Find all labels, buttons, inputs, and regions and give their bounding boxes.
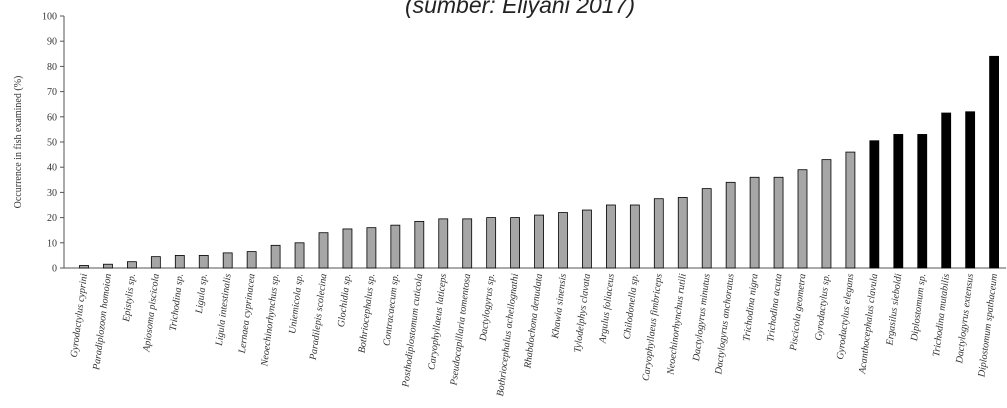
bar (629, 204, 640, 269)
bar (606, 204, 616, 269)
source-caption: (sumber: Eliyani 2017) (404, 0, 636, 18)
bar (246, 251, 257, 269)
x-category-label: Dactylogyrus sp. (478, 273, 497, 343)
bar (414, 220, 425, 269)
bar (845, 151, 856, 269)
bar (127, 261, 137, 269)
x-category-label: Gyrodactylus sp. (813, 273, 832, 341)
y-tick-label: 0 (52, 264, 57, 275)
bar (390, 224, 401, 269)
x-category-label: Dactylogyrus anchoratus (713, 273, 736, 376)
bar (653, 198, 664, 269)
bar (103, 263, 113, 269)
bar (989, 55, 999, 269)
x-category-label: Glochidia sp. (336, 273, 353, 328)
y-tick-label: 100 (42, 12, 57, 23)
y-tick-label: 50 (47, 138, 57, 149)
bar (198, 254, 209, 269)
bar (941, 112, 952, 269)
x-category-label: Neoechinorhynchus sp. (259, 273, 281, 368)
x-category-label: Ergasilus sieboldi (884, 273, 904, 347)
x-category-label: Piscicola geometra (788, 273, 808, 352)
x-category-label: Pseudocapillaria tomentosa (448, 273, 473, 387)
bar (821, 159, 832, 269)
x-category-label: Bothriocephalus sp. (357, 273, 378, 354)
bar (510, 217, 521, 269)
x-category-label: Paradiplozoon homoion (91, 273, 114, 372)
x-category-label: Caryophyllaeus laticeps (426, 273, 449, 371)
x-category-label: Gyrodactylus elegans (835, 273, 856, 360)
bar (725, 181, 736, 269)
bar (701, 188, 712, 269)
bar (150, 256, 161, 269)
x-category-label: Trichodina mutabilis (931, 273, 952, 357)
x-category-label: Uniemicola sp. (287, 273, 305, 334)
x-category-label: Dactylogyrus extensus (954, 273, 976, 365)
bar (366, 227, 377, 269)
x-category-label: Tylodelphys clavata (572, 273, 593, 353)
x-category-label: Diplostomum spathaceum (976, 273, 1000, 379)
bar (893, 134, 904, 269)
bar (797, 169, 808, 269)
x-category-label: Trichodina sp. (168, 273, 186, 332)
x-category-label: Lernaea cyprinacea (237, 273, 258, 355)
bar (917, 134, 928, 269)
bar (558, 212, 568, 269)
x-category-label: Contracaecum sp. (382, 273, 402, 347)
bar (174, 254, 185, 269)
x-category-label: Epistylis sp. (121, 273, 138, 323)
bar (965, 111, 976, 269)
y-tick-label: 10 (47, 238, 57, 249)
x-category-label: Paradilepis scolecina (308, 273, 330, 362)
bar (222, 252, 233, 269)
x-category-label: Acanthocephalus clavula (857, 273, 880, 375)
x-axis-labels: Gyrodactylus cyprini Paradiplozoon homoio… (69, 273, 1000, 397)
bar (438, 218, 449, 269)
y-tick-label: 40 (47, 163, 57, 174)
bar (677, 197, 688, 269)
bar (869, 140, 880, 269)
bar (294, 242, 305, 269)
x-category-label: Trichodina nigra (741, 273, 760, 342)
x-category-label: Neoechinorhynchus rutili (665, 273, 688, 377)
x-category-label: Ligula sp. (194, 273, 210, 315)
bar (582, 209, 592, 269)
y-tick-label: 70 (47, 87, 57, 98)
x-category-label: Argulus foliaceus (597, 273, 617, 345)
y-axis-label: Occurrence in fish examined (%) (13, 76, 24, 209)
y-tick-label: 30 (47, 188, 57, 199)
y-axis: 0 10 20 30 40 50 60 70 80 90 100 (42, 12, 1007, 275)
y-tick-label: 20 (47, 213, 57, 224)
x-category-label: Trichodina acuta (765, 273, 784, 342)
bar (773, 176, 784, 269)
x-category-label: Bothriocephalus acheilognathi (495, 273, 521, 397)
x-category-label: Diplostomum sp. (909, 273, 928, 343)
bar (462, 218, 473, 269)
x-category-label: Posthodiplostomum cuticola (400, 273, 425, 389)
bar (534, 214, 544, 269)
bar (486, 217, 497, 269)
bar (79, 265, 89, 269)
y-tick-label: 90 (47, 37, 57, 48)
bars (79, 55, 999, 269)
x-category-label: Rhabdochona denudata (522, 273, 545, 370)
bar (342, 228, 353, 269)
x-category-label: Chilodonella sp. (622, 273, 641, 340)
y-tick-label: 60 (47, 112, 57, 123)
x-category-label: Apiosoma piscicola (141, 273, 162, 353)
x-category-label: Ligula intestinalis (214, 273, 234, 347)
x-category-label: Gyrodactylus cyprini (69, 273, 90, 358)
x-category-label: Khawia sinensis (550, 273, 569, 340)
bar (270, 244, 281, 269)
x-category-label: Dactylogyrus minutus (691, 273, 713, 363)
x-category-label: Caryophyllaeus fimbriceps (641, 273, 665, 382)
bar (749, 176, 760, 269)
y-tick-label: 80 (47, 62, 57, 73)
bar (318, 232, 329, 269)
